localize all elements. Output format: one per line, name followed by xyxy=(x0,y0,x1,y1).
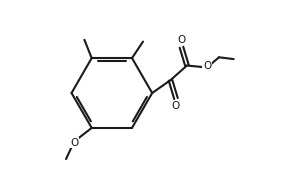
Text: O: O xyxy=(177,35,186,45)
Text: O: O xyxy=(70,138,78,147)
Text: O: O xyxy=(203,60,211,70)
Text: O: O xyxy=(172,101,180,111)
